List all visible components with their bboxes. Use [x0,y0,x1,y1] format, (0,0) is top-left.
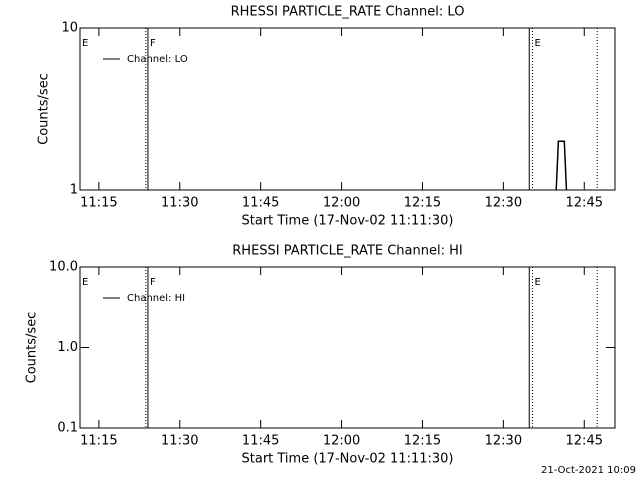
y-tick-label: 10 [61,21,78,36]
x-tick-label: 12:15 [404,196,441,211]
x-tick-label: 11:45 [242,196,279,211]
y-tick-label: 1.0 [57,340,78,355]
chart-title: RHESSI PARTICLE_RATE Channel: LO [231,5,465,20]
x-tick-label: 12:30 [485,196,522,211]
y-tick-label: 0.1 [57,421,78,436]
flag-label: E [82,38,88,49]
flag-label: E [534,277,540,288]
data-line [555,140,568,191]
flag-label: F [150,277,156,288]
flag-label: E [534,38,540,49]
x-axis-label: Start Time (17-Nov-02 11:11:30) [242,214,454,229]
x-tick-label: 12:15 [404,434,441,449]
footer: 21-Oct-2021 10:09 [541,465,636,476]
plot-frame [79,27,616,191]
y-axis-label: Counts/sec [37,73,52,145]
x-axis-label: Start Time (17-Nov-02 11:11:30) [242,452,454,467]
x-tick-label: 11:15 [80,196,117,211]
x-tick-label: 12:00 [323,434,360,449]
x-tick-label: 11:30 [161,196,198,211]
x-tick-label: 12:00 [323,196,360,211]
x-tick-label: 11:30 [161,434,198,449]
x-tick-label: 11:15 [80,434,117,449]
y-tick-label: 1 [70,183,78,198]
chart-title: RHESSI PARTICLE_RATE Channel: HI [232,244,462,259]
x-tick-label: 12:45 [566,196,603,211]
y-tick-label: 10.0 [49,260,78,275]
legend-label: Channel: LO [127,54,188,65]
x-tick-label: 11:45 [242,434,279,449]
plot-frame [79,266,616,429]
legend-label: Channel: HI [127,293,185,304]
flag-label: E [82,277,88,288]
x-tick-label: 12:45 [566,434,603,449]
y-axis-label: Counts/sec [25,312,40,384]
flag-label: F [150,38,156,49]
x-tick-label: 12:30 [485,434,522,449]
